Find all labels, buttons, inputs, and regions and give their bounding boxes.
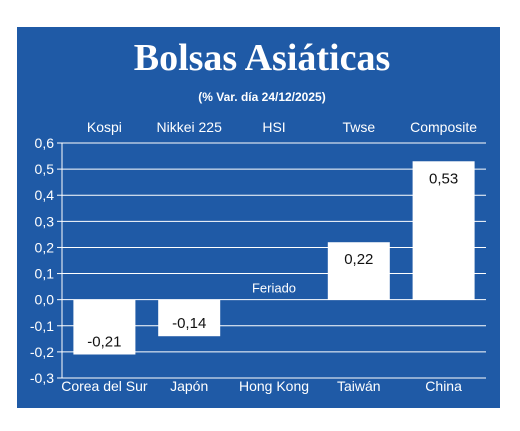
data-label: -0,14 [172,315,206,332]
index-label: Twse [342,119,375,135]
bar [73,299,136,355]
y-tick-label: 0,5 [35,161,55,177]
y-tick-label: -0,2 [30,344,54,360]
y-tick-label: 0,2 [35,239,55,255]
chart-title: Bolsas Asiáticas [134,37,391,79]
category-label: Hong Kong [239,378,309,394]
y-tick-label: -0,3 [30,370,54,386]
y-tick-label: -0,1 [30,318,54,334]
y-tick-label: 0,3 [35,213,55,229]
category-label: China [425,378,462,394]
y-tick-label: 0,0 [35,292,55,308]
index-label: Nikkei 225 [157,119,223,135]
bar [327,242,390,300]
data-label: -0,21 [87,334,121,351]
y-tick-label: 0,6 [35,135,55,151]
y-tick-label: 0,1 [35,266,55,282]
note-label: Feriado [252,281,296,296]
bar [158,299,221,337]
category-label: Corea del Sur [61,378,148,394]
index-label: Composite [410,119,477,135]
data-label: 0,22 [344,251,373,268]
index-label: Kospi [87,119,122,135]
index-label: HSI [262,119,285,135]
category-label: Taiwán [337,378,381,394]
chart-subtitle: (% Var. día 24/12/2025) [198,90,325,104]
category-label: Japón [170,378,208,394]
data-label: 0,53 [429,170,458,187]
y-tick-label: 0,4 [35,187,55,203]
bar [412,161,475,300]
